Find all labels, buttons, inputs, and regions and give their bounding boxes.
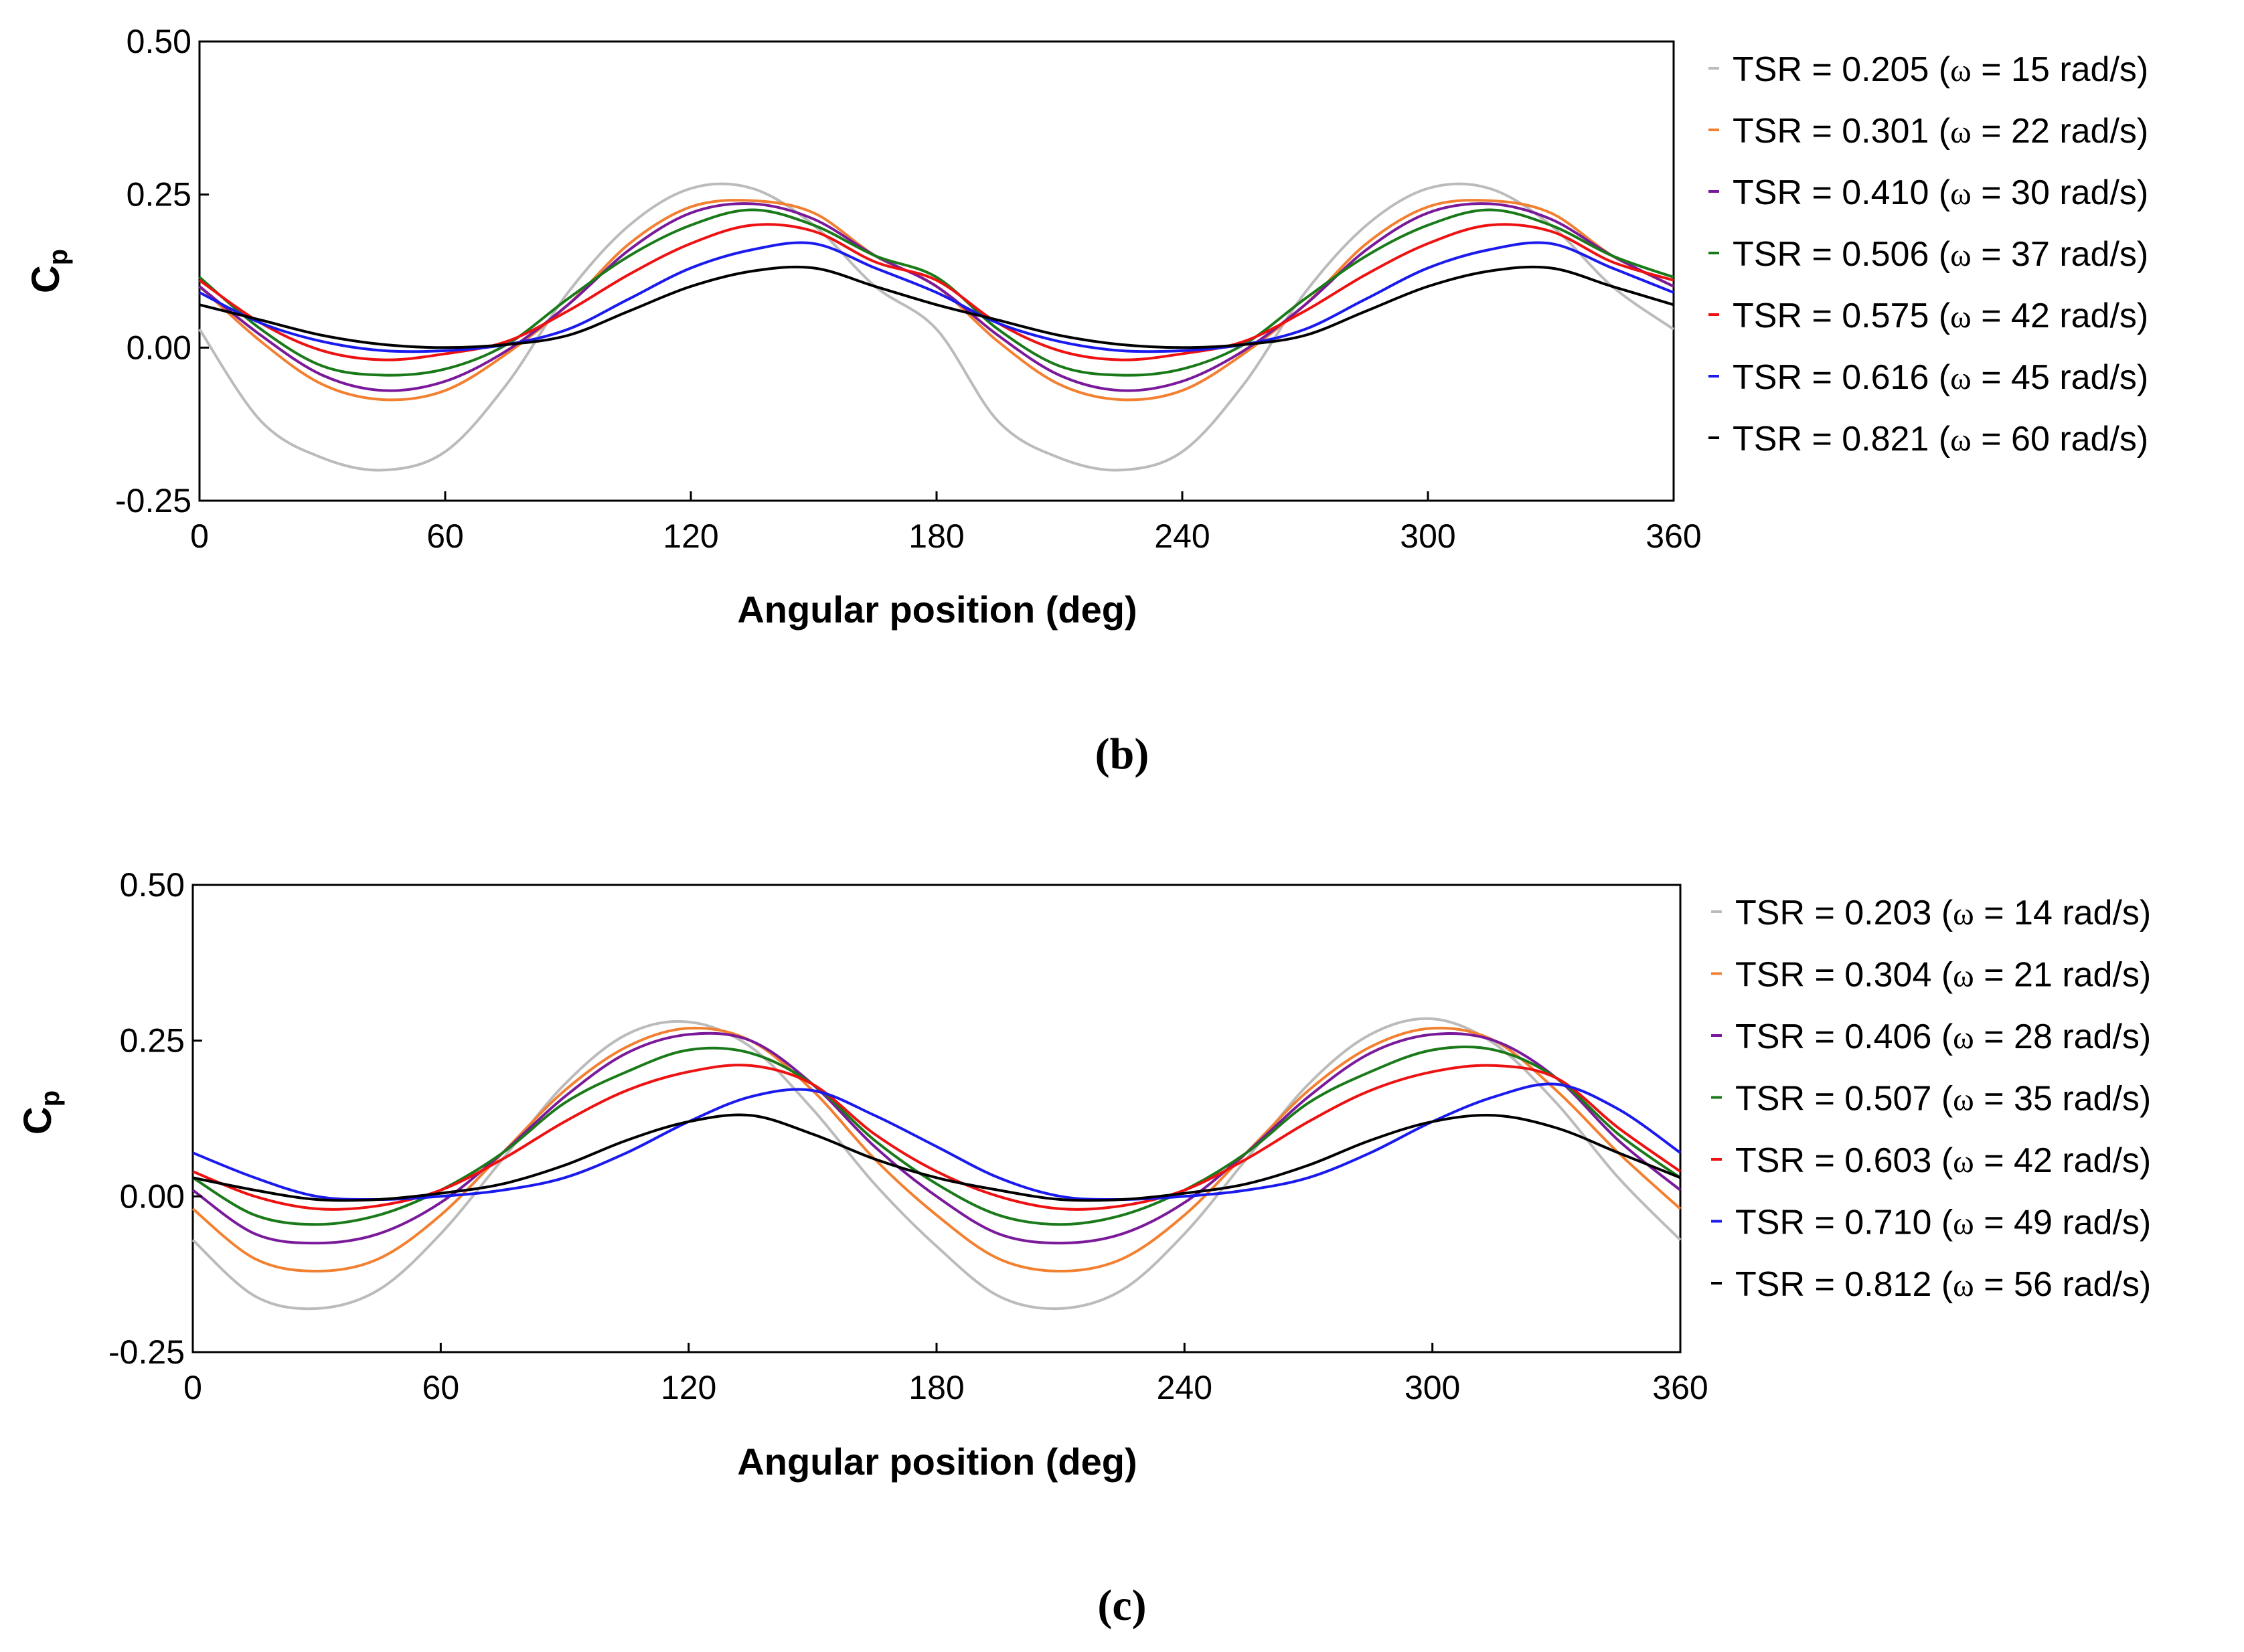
x-tick-label: 360 [1646, 517, 1701, 555]
legend-entry: TSR = 0.812 (ω = 56 rad/s) [1735, 1265, 2151, 1304]
panel-label-c: (c) [1097, 1581, 1146, 1630]
series-layer [191, 1017, 1682, 1311]
series-line-4 [198, 223, 1674, 361]
legend-entry: TSR = 0.603 (ω = 42 rad/s) [1735, 1141, 2151, 1180]
legend-entry: TSR = 0.205 (ω = 15 rad/s) [1733, 50, 2148, 89]
y-tick-layer: -0.25 0.00 0.25 0.50 [115, 23, 209, 519]
x-tick-label: 60 [422, 1369, 460, 1406]
x-tick-label: 180 [908, 1369, 964, 1406]
y-tick-layer: -0.25 0.00 0.25 0.50 [108, 866, 202, 1371]
panel-label-b: (b) [1095, 730, 1149, 778]
x-axis-label: Angular position (deg) [737, 1440, 1137, 1483]
series-line-3 [198, 208, 1674, 377]
y-tick-label: 0.50 [120, 866, 185, 904]
series-line-0 [198, 182, 1675, 472]
series-line-5 [199, 241, 1674, 353]
series-line-1 [191, 1026, 1682, 1273]
series-line-5 [192, 1082, 1682, 1202]
legend-entry: TSR = 0.616 (ω = 45 rad/s) [1733, 358, 2148, 397]
x-tick-layer: 0 60 120 180 240 300 360 [183, 1343, 1708, 1406]
series-line-4 [192, 1064, 1682, 1211]
series-layer [198, 182, 1675, 472]
series-line-6 [192, 1113, 1681, 1202]
y-tick-label: 0.25 [120, 1022, 185, 1060]
legend-entry: TSR = 0.821 (ω = 60 rad/s) [1733, 420, 2148, 459]
y-tick-label: 0.00 [120, 1177, 185, 1215]
series-line-0 [191, 1017, 1682, 1311]
legend: TSR = 0.205 (ω = 15 rad/s) TSR = 0.301 (ω… [1708, 50, 2148, 459]
series-line-2 [198, 202, 1674, 392]
y-axis-label: Cp [16, 1090, 65, 1135]
x-tick-label: 120 [663, 517, 718, 555]
x-axis-label: Angular position (deg) [737, 588, 1137, 631]
y-tick-label: 0.00 [127, 329, 191, 366]
legend-entry: TSR = 0.203 (ω = 14 rad/s) [1735, 894, 2151, 932]
x-tick-label: 60 [426, 517, 464, 555]
chart-panel-c: -0.25 0.00 0.25 0.50 0 60 120 180 240 300 360 Ang… [16, 866, 2151, 1630]
x-tick-label: 0 [183, 1369, 202, 1406]
legend-entry: TSR = 0.410 (ω = 30 rad/s) [1733, 173, 2148, 212]
legend-entry: TSR = 0.506 (ω = 37 rad/s) [1733, 235, 2148, 274]
x-tick-label: 240 [1157, 1369, 1212, 1406]
series-line-6 [199, 265, 1674, 349]
x-tick-label: 180 [908, 517, 964, 555]
legend-entry: TSR = 0.507 (ω = 35 rad/s) [1735, 1080, 2151, 1119]
x-tick-label: 240 [1154, 517, 1210, 555]
y-tick-label: 0.25 [127, 176, 191, 214]
legend-entry: TSR = 0.710 (ω = 49 rad/s) [1735, 1204, 2151, 1242]
plot-frame [198, 40, 1675, 502]
y-tick-label: -0.25 [115, 482, 191, 519]
legend-entry: TSR = 0.406 (ω = 28 rad/s) [1735, 1017, 2151, 1056]
y-tick-label: -0.25 [108, 1333, 185, 1371]
series-line-1 [198, 199, 1674, 402]
series-line-2 [191, 1031, 1682, 1245]
chart-panel-b: -0.25 0.00 0.25 0.50 0 60 120 180 240 300 360 Ang… [24, 23, 2148, 778]
x-tick-layer: 0 60 120 180 240 300 360 [190, 491, 1702, 555]
x-tick-label: 120 [661, 1369, 716, 1406]
y-axis-label: Cp [24, 249, 73, 293]
legend-entry: TSR = 0.301 (ω = 22 rad/s) [1733, 112, 2148, 151]
legend-entry: TSR = 0.304 (ω = 21 rad/s) [1735, 956, 2151, 995]
x-tick-label: 360 [1652, 1369, 1708, 1406]
x-tick-label: 300 [1405, 1369, 1460, 1406]
legend: TSR = 0.203 (ω = 14 rad/s) TSR = 0.304 (ω… [1711, 894, 2151, 1304]
y-tick-label: 0.50 [127, 23, 191, 60]
x-tick-label: 300 [1400, 517, 1455, 555]
legend-entry: TSR = 0.575 (ω = 42 rad/s) [1733, 297, 2148, 335]
x-tick-label: 0 [190, 517, 209, 555]
